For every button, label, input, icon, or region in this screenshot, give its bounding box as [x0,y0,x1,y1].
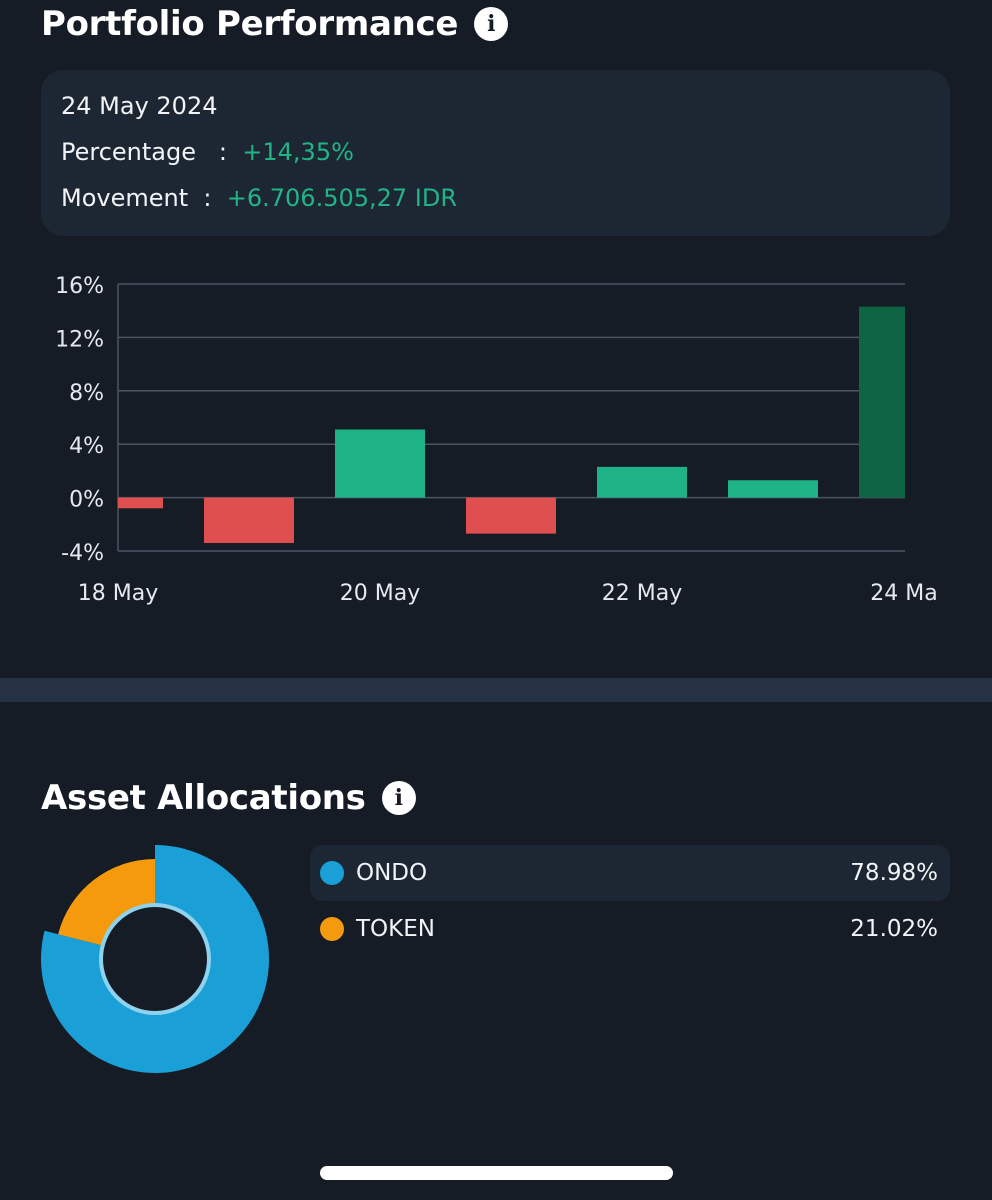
legend-percent-token: 21.02% [850,916,938,942]
percentage-label: Percentage [61,138,197,166]
donut-slice-token[interactable] [58,859,155,946]
bar-19-may[interactable] [204,497,294,543]
x-tick-label: 22 May [602,581,682,606]
y-tick-label: 8% [69,381,104,406]
y-tick-label: 0% [69,488,104,513]
performance-bar-chart[interactable]: 16% 12% 8% 4% 0% -4% 18 May 20 May 22 May 24 Ma [0,250,992,630]
allocation-donut-chart[interactable] [30,835,290,1085]
legend-item-token[interactable]: TOKEN 21.02% [310,901,950,957]
movement-value: +6.706.505,27 IDR [226,184,458,212]
legend-dot-token [320,917,344,941]
bar-20-may[interactable] [335,429,425,498]
info-icon[interactable]: i [474,7,509,41]
percentage-separator: : [203,138,235,166]
x-tick-label: 20 May [340,581,420,606]
movement-separator: : [195,184,220,212]
movement-label: Movement [61,184,189,212]
percentage-value: +14,35% [242,138,354,166]
y-tick-label: -4% [61,541,104,566]
donut-hole [99,903,211,1015]
bar-22-may[interactable] [597,466,687,498]
donut-slice-ondo[interactable] [40,845,269,1073]
performance-title-text: Portfolio Performance [41,4,459,44]
summary-date: 24 May 2024 [61,92,218,120]
performance-summary-card: 24 May 2024 Percentage : +14,35% Movemen… [41,70,950,236]
performance-title: Portfolio Performance i [41,4,509,44]
bar-21-may[interactable] [466,497,556,534]
x-tick-label: 24 Ma [870,581,937,606]
y-tick-label: 4% [69,434,104,459]
bar-18-may[interactable] [118,497,163,509]
allocations-title: Asset Allocations i [41,778,416,818]
legend-dot-ondo [320,861,344,885]
legend-name-token: TOKEN [356,916,435,942]
legend-name-ondo: ONDO [356,860,428,886]
section-divider [0,678,992,702]
legend-item-ondo[interactable]: ONDO 78.98% [310,845,950,901]
summary-percentage-row: Percentage : +14,35% [61,138,354,166]
allocations-title-text: Asset Allocations [41,778,366,818]
bar-24-may[interactable] [859,306,905,498]
home-indicator[interactable] [320,1166,673,1180]
y-tick-label: 16% [55,274,104,299]
bar-23-may[interactable] [728,480,818,498]
performance-chart[interactable]: 16% 12% 8% 4% 0% -4% 18 May 20 May 22 May 24 Ma [0,250,992,630]
x-tick-label: 18 May [78,581,158,606]
allocation-donut[interactable] [30,835,290,1085]
legend-percent-ondo: 78.98% [850,860,938,886]
info-icon[interactable]: i [381,781,416,815]
summary-movement-row: Movement : +6.706.505,27 IDR [61,184,457,212]
y-tick-label: 12% [55,327,104,352]
